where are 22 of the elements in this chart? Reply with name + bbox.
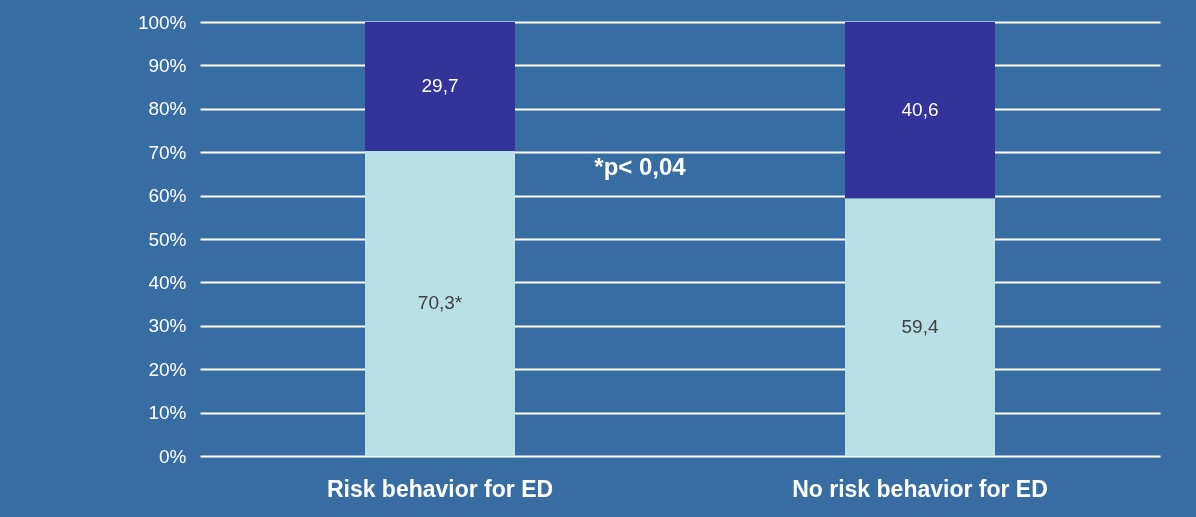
y-tick-label: 100%	[137, 11, 187, 33]
y-tick-label: 60%	[148, 185, 187, 207]
data-label: 40,6	[901, 99, 939, 121]
y-tick-label: 40%	[148, 271, 187, 293]
y-tick-label: 30%	[148, 315, 187, 337]
y-tick-label: 80%	[148, 98, 187, 120]
bar	[365, 150, 515, 456]
y-tick-label: 70%	[148, 141, 187, 163]
x-tick-label: Risk behavior for ED	[326, 475, 554, 502]
bar	[845, 198, 995, 456]
bar	[845, 22, 995, 199]
x-tick-label: No risk behavior for ED	[792, 475, 1048, 502]
data-label: 59,4	[901, 316, 939, 338]
data-label: 29,7	[421, 75, 459, 97]
y-tick-label: 90%	[148, 54, 187, 76]
y-tick-label: 0%	[159, 445, 187, 467]
bar	[365, 22, 515, 151]
y-tick-label: 50%	[148, 228, 187, 250]
annotation: *p< 0,04	[594, 153, 687, 180]
y-tick-label: 10%	[148, 402, 187, 424]
y-tick-label: 20%	[148, 358, 187, 380]
data-label: 70,3*	[417, 292, 463, 314]
